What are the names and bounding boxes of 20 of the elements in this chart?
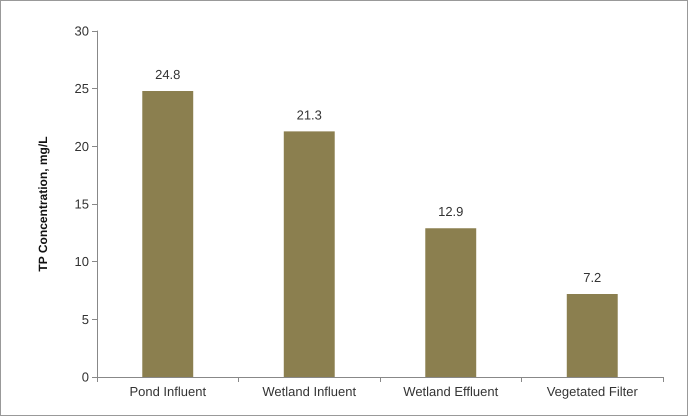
bar — [425, 228, 476, 377]
x-tick-label: Vegetated Filter — [546, 384, 638, 399]
y-tick-label: 10 — [74, 254, 89, 270]
x-tick-label: Pond Influent — [129, 384, 206, 399]
y-axis-title: TP Concentration, mg/L — [36, 136, 50, 272]
y-tick-label: 20 — [74, 138, 89, 154]
bar — [566, 294, 618, 377]
data-label: 24.8 — [155, 66, 180, 82]
data-label: 12.9 — [438, 204, 464, 220]
y-tick-label: 5 — [82, 312, 89, 327]
bar — [142, 90, 194, 377]
y-tick-label: 25 — [74, 81, 89, 96]
data-label: 21.3 — [296, 107, 322, 122]
x-tick-label: Wetland Influent — [262, 384, 356, 399]
y-tick-label: 30 — [74, 24, 89, 38]
y-tick-label: 15 — [74, 196, 89, 212]
y-tick-label: 0 — [82, 370, 89, 384]
data-label: 7.2 — [583, 270, 602, 285]
bar — [284, 131, 335, 377]
x-tick-label: Wetland Effluent — [403, 384, 499, 399]
